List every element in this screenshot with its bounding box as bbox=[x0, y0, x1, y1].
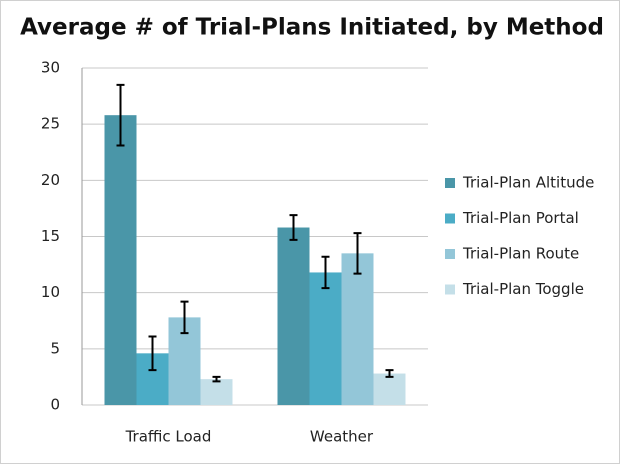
error-bar bbox=[116, 83, 125, 147]
error-bar bbox=[353, 232, 362, 275]
legend-swatch bbox=[445, 178, 455, 188]
legend-swatch bbox=[445, 284, 455, 295]
y-tick-label: 30 bbox=[41, 59, 60, 77]
legend-label: Trial-Plan Route bbox=[462, 245, 579, 263]
legend-swatch bbox=[445, 213, 455, 224]
legend-label: Trial-Plan Altitude bbox=[462, 174, 594, 192]
error-bar bbox=[289, 214, 298, 241]
y-tick-label: 20 bbox=[41, 171, 60, 189]
legend-label: Trial-Plan Portal bbox=[462, 209, 579, 227]
bar bbox=[277, 227, 310, 405]
bar bbox=[200, 379, 233, 405]
bar bbox=[309, 272, 342, 405]
y-tick-label: 15 bbox=[41, 227, 60, 245]
bar bbox=[373, 373, 406, 405]
y-tick-label: 5 bbox=[50, 339, 60, 357]
error-bar bbox=[385, 369, 394, 378]
chart-title: Average # of Trial-Plans Initiated, by M… bbox=[20, 15, 604, 41]
bar bbox=[104, 115, 137, 406]
bar bbox=[341, 253, 374, 405]
legend-label: Trial-Plan Toggle bbox=[462, 280, 584, 298]
y-tick-label: 0 bbox=[50, 396, 60, 414]
error-bar bbox=[180, 300, 189, 335]
x-tick-label: Weather bbox=[310, 428, 374, 446]
x-tick-label: Traffic Load bbox=[125, 428, 212, 446]
error-bar bbox=[321, 255, 330, 290]
y-tick-label: 10 bbox=[41, 283, 60, 301]
y-tick-label: 25 bbox=[41, 115, 60, 133]
legend-swatch bbox=[445, 249, 455, 259]
error-bar bbox=[212, 375, 221, 383]
error-bar bbox=[148, 335, 157, 372]
